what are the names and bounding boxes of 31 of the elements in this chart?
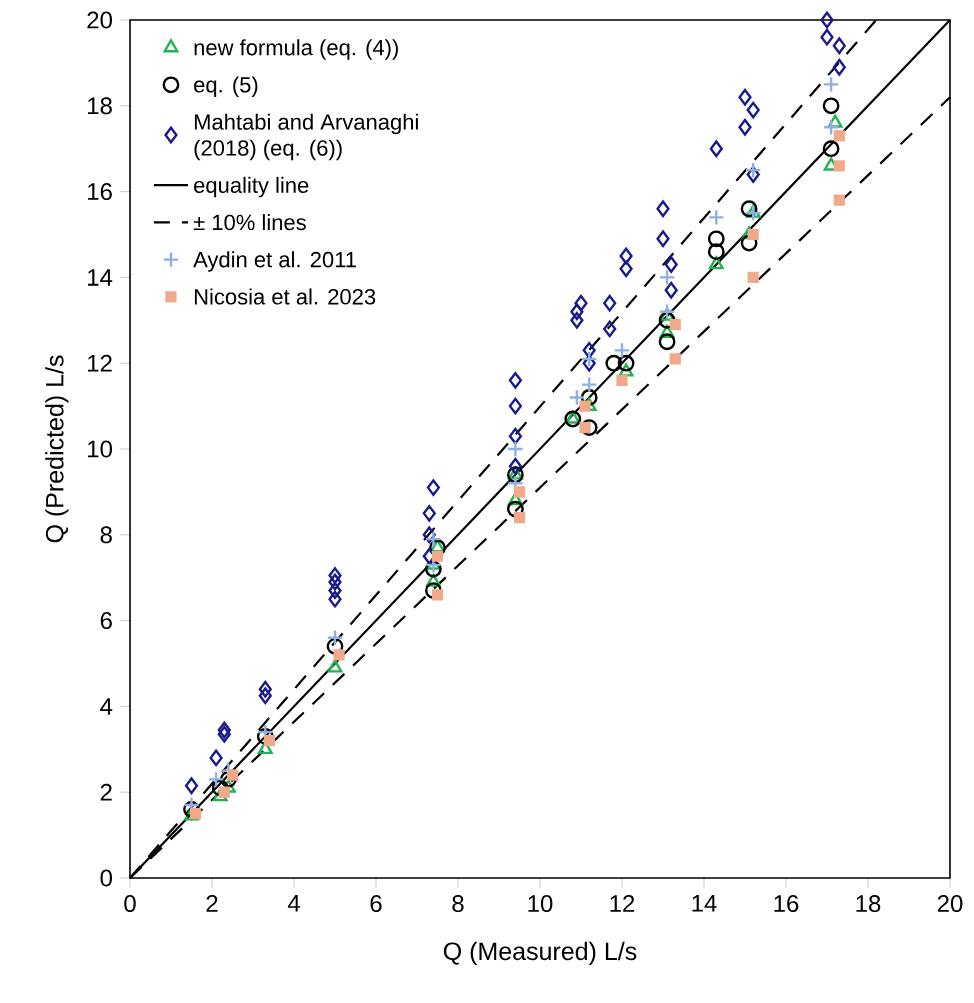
y-tick-label: 4 — [100, 698, 113, 715]
x-tick-label: 18 — [856, 895, 881, 913]
legend-label: Mahtabi and Arvanaghi (2018) (eq. (6)) — [194, 113, 418, 161]
x-tick-label: 14 — [692, 895, 717, 912]
legend-label: eq. (5) — [194, 76, 258, 97]
legend-label: Nicosia et al. 2023 — [194, 288, 376, 305]
x-tick-label: 12 — [610, 895, 635, 912]
y-tick-label: 14 — [88, 269, 113, 286]
legend-label: ± 10% lines — [193, 214, 306, 231]
y-tick-label: 12 — [88, 354, 112, 372]
y-tick-label: 20 — [87, 11, 112, 29]
x-tick-label: 10 — [528, 895, 553, 913]
y-tick-label: 8 — [100, 526, 112, 544]
x-axis-title: Q (Measured) L/s — [443, 941, 637, 966]
y-axis-title: Q (Predicted) L/s — [45, 355, 69, 543]
x-tick-label: 0 — [124, 895, 136, 913]
legend-label: Aydin et al. 2011 — [193, 251, 356, 272]
y-tick-label: 0 — [100, 869, 112, 887]
legend-label: new formula (eq. (4)) — [194, 39, 398, 60]
y-tick-label: 18 — [88, 97, 112, 115]
y-tick-label: 2 — [100, 783, 112, 801]
y-tick-label: 16 — [88, 183, 112, 201]
y-tick-label: 10 — [88, 440, 112, 458]
y-tick-label: 6 — [100, 612, 112, 630]
x-tick-label: 6 — [370, 895, 382, 913]
x-tick-label: 20 — [937, 895, 963, 913]
x-tick-label: 2 — [206, 895, 218, 912]
x-tick-label: 4 — [287, 895, 300, 912]
x-tick-label: 8 — [452, 895, 464, 913]
legend-label: equality line — [194, 176, 309, 198]
x-tick-label: 16 — [774, 895, 799, 913]
